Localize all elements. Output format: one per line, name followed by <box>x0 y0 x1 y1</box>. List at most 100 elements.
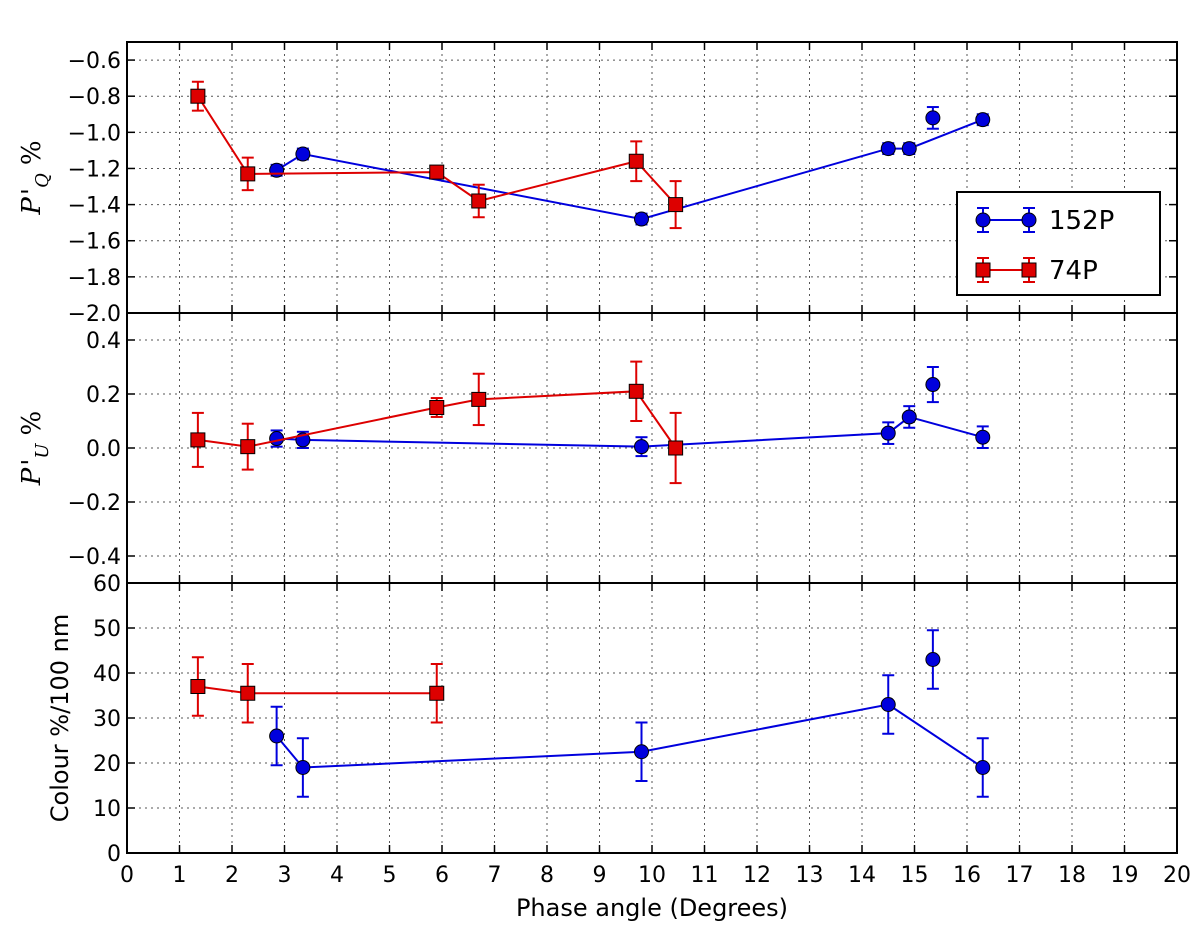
xtick-label-14: 14 <box>848 863 876 888</box>
legend-label-74P: 74P <box>1049 256 1098 286</box>
data-point-colour-152P-4 <box>925 652 941 667</box>
series-line-pq-74P <box>197 95 677 206</box>
y-axis-title-sub-pu: U <box>32 443 53 459</box>
ytick-label-pq-0: −2.0 <box>68 302 121 327</box>
data-point-pu-152P-3 <box>880 425 896 441</box>
ytick-label-colour-0: 0 <box>107 842 121 867</box>
y-axis-title-prime-pu: ' <box>17 459 47 466</box>
ytick-label-pq-6: −0.8 <box>68 85 121 110</box>
grid-pq <box>127 42 1177 313</box>
xtick-label-0: 0 <box>120 863 134 888</box>
panel-pq: −2.0 −1.8 −1.6 −1.4 −1.2 −1.0 −0.8 −0.6 P 'Q% <box>17 41 1178 327</box>
series-pu-152P <box>269 366 991 458</box>
grid-colour <box>127 583 1177 853</box>
series-line-pu-74P <box>197 390 677 449</box>
y-axis-title-pq: P 'Q% <box>17 140 53 215</box>
y-axis-title-pu: P'U% <box>17 411 53 487</box>
y-axis-title-sub-pq: Q <box>32 173 53 188</box>
y-axis-title-main-pu: P <box>17 467 47 486</box>
xtick-label-13: 13 <box>796 863 824 888</box>
xtick-label-19: 19 <box>1111 863 1139 888</box>
series-pu-74P <box>190 360 684 485</box>
xtick-label-15: 15 <box>901 863 929 888</box>
ytick-label-pu-4: 0.4 <box>86 329 121 354</box>
data-point-pu-152P-4 <box>901 409 917 425</box>
xtick-label-6: 6 <box>435 863 449 888</box>
ytick-label-pq-4: −1.2 <box>68 157 121 182</box>
data-point-pu-74P-4 <box>628 383 644 399</box>
series-line-pq-152P <box>276 118 984 221</box>
y-axis-title-main-pq: P <box>17 197 47 216</box>
xtick-label-3: 3 <box>278 863 292 888</box>
data-point-pu-152P-6 <box>975 429 991 445</box>
series-line-pu-152P <box>276 415 984 448</box>
xtick-label-7: 7 <box>488 863 502 888</box>
ytick-label-pu-3: 0.2 <box>86 383 121 408</box>
xtick-label-16: 16 <box>953 863 981 888</box>
data-point-pq-74P-0 <box>190 88 206 104</box>
xtick-label-5: 5 <box>383 863 397 888</box>
ytick-label-colour-4: 40 <box>93 662 121 687</box>
ytick-label-pq-3: −1.4 <box>68 194 121 219</box>
panel-frame-colour <box>126 582 1178 854</box>
series-pq-152P <box>269 106 991 227</box>
ytick-label-colour-6: 60 <box>93 572 121 597</box>
data-point-pq-74P-2 <box>429 164 445 180</box>
ytick-label-pq-7: −0.6 <box>68 49 121 74</box>
data-point-pq-74P-5 <box>668 197 684 213</box>
data-point-pq-152P-4 <box>901 141 917 157</box>
data-point-pq-74P-4 <box>628 153 644 169</box>
xtick-label-10: 10 <box>638 863 666 888</box>
data-point-pu-74P-5 <box>668 440 684 456</box>
series-pq-74P <box>190 80 684 230</box>
xtick-label-4: 4 <box>330 863 344 888</box>
xtick-label-17: 17 <box>1006 863 1034 888</box>
x-axis: Phase angle (Degrees) 0 1 2 3 4 5 6 7 8 9 10 11 12 13… <box>120 863 1191 922</box>
ytick-label-pq-2: −1.6 <box>68 230 121 255</box>
panel-colour: 0 10 20 30 40 50 60 Colour %/100 nm <box>46 572 1178 867</box>
data-point-pu-152P-0 <box>269 431 285 447</box>
x-axis-title: Phase angle (Degrees) <box>516 894 788 922</box>
data-point-pu-74P-3 <box>471 391 487 407</box>
data-point-pq-152P-2 <box>634 211 649 227</box>
legend-marker-74P-1 <box>1021 262 1037 278</box>
series-colour-152P <box>269 629 991 798</box>
legend-marker-152P-1 <box>1021 212 1037 228</box>
ytick-label-colour-3: 30 <box>93 707 121 732</box>
data-point-pq-152P-5 <box>925 110 941 126</box>
data-point-pq-152P-0 <box>269 162 285 178</box>
xtick-label-12: 12 <box>743 863 771 888</box>
panel-pu: −0.4 −0.2 0.0 0.2 0.4 P'U% <box>17 312 1178 584</box>
data-point-colour-152P-0 <box>269 728 285 744</box>
data-point-pu-152P-5 <box>925 377 941 393</box>
legend-marker-74P-0 <box>975 262 991 278</box>
data-point-pq-152P-6 <box>975 112 991 128</box>
data-point-colour-74P-2 <box>429 685 445 701</box>
data-point-colour-74P-1 <box>240 685 256 701</box>
y-axis-title-unit-pu: % <box>17 411 47 436</box>
grid-pu <box>127 313 1177 583</box>
data-point-colour-152P-1 <box>295 760 311 775</box>
series-line-colour-74P <box>197 685 437 695</box>
ytick-label-pq-5: −1.0 <box>68 121 121 146</box>
xtick-label-18: 18 <box>1058 863 1086 888</box>
data-point-pq-74P-1 <box>240 166 256 182</box>
ytick-label-colour-1: 10 <box>93 797 121 822</box>
data-point-colour-152P-5 <box>975 760 991 775</box>
xtick-label-8: 8 <box>540 863 554 888</box>
data-point-pq-74P-3 <box>471 193 487 209</box>
xtick-label-9: 9 <box>593 863 607 888</box>
data-point-colour-152P-2 <box>634 744 649 760</box>
xtick-label-20: 20 <box>1163 863 1191 888</box>
legend-label-152P: 152P <box>1049 206 1114 236</box>
data-point-pq-152P-1 <box>295 146 311 162</box>
ytick-label-pu-0: −0.4 <box>68 545 121 570</box>
data-point-pu-74P-0 <box>190 432 206 448</box>
xtick-label-2: 2 <box>225 863 239 888</box>
y-axis-title-prime-pq: ' <box>17 188 47 195</box>
legend: 152P 74P <box>956 191 1161 296</box>
y-axis-title-colour: Colour %/100 nm <box>46 614 74 822</box>
ytick-label-pu-2: 0.0 <box>86 437 121 462</box>
data-point-pu-152P-2 <box>634 439 649 455</box>
ytick-label-colour-2: 20 <box>93 752 121 777</box>
